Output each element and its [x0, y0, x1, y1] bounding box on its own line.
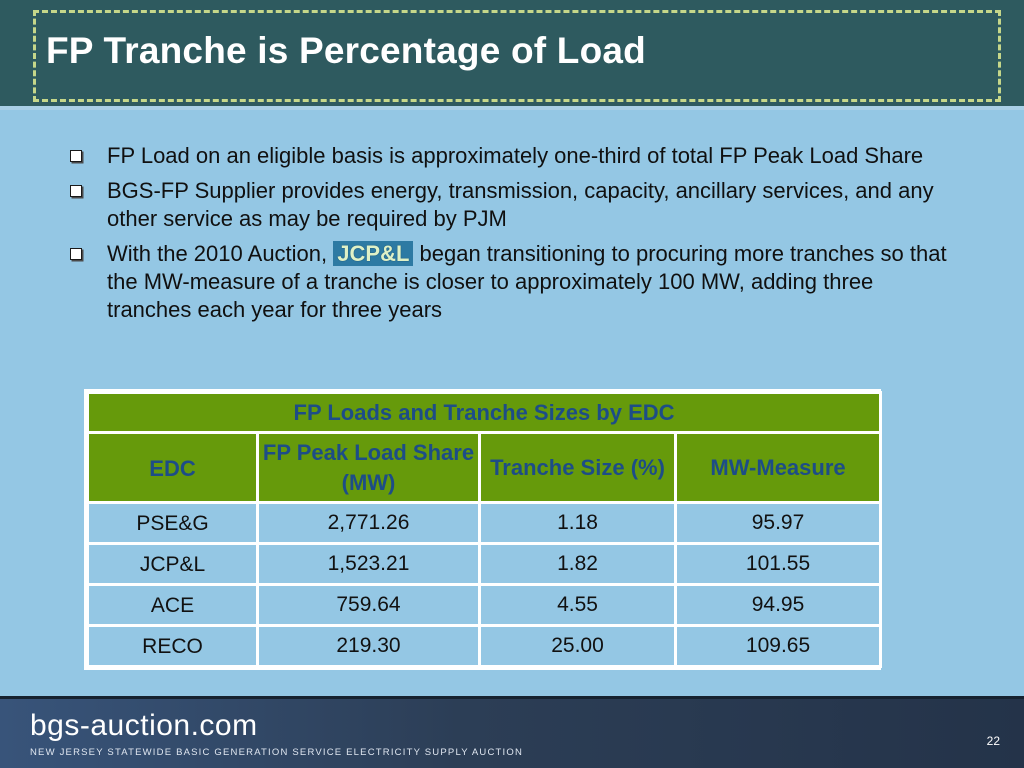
table-cell: RECO [86, 624, 259, 668]
column-header-mw-measure: MW-Measure [673, 431, 883, 504]
title-band: FP Tranche is Percentage of Load [0, 0, 1024, 110]
table-cell: 109.65 [673, 624, 883, 668]
column-header-tranche-size: Tranche Size (%) [478, 431, 677, 504]
bullet-text: BGS-FP Supplier provides energy, transmi… [107, 178, 934, 231]
tranche-table: FP Loads and Tranche Sizes by EDC EDC FP… [84, 389, 883, 670]
table-cell: 1.18 [478, 501, 677, 545]
bullet-item: BGS-FP Supplier provides energy, transmi… [70, 177, 950, 233]
bullet-text-post: began transitioning to procuring more tr… [107, 241, 947, 322]
bullet-text-pre: With the 2010 Auction, [107, 241, 334, 266]
table-row: JCP&L 1,523.21 1.82 101.55 [86, 542, 883, 586]
table-row: ACE 759.64 4.55 94.95 [86, 583, 883, 627]
page-number: 22 [986, 734, 1000, 748]
table-cell: 4.55 [478, 583, 677, 627]
table-row: PSE&G 2,771.26 1.18 95.97 [86, 501, 883, 545]
square-bullet-icon [70, 185, 82, 197]
footer: bgs-auction.com New Jersey Statewide Bas… [0, 696, 1024, 768]
table-cell: ACE [86, 583, 259, 627]
bullet-list: FP Load on an eligible basis is approxim… [70, 142, 950, 331]
table-cell: JCP&L [86, 542, 259, 586]
title-frame [33, 10, 1001, 102]
table-cell: 101.55 [673, 542, 883, 586]
slide-title: FP Tranche is Percentage of Load [46, 30, 646, 71]
brand-logo-text: bgs-auction.com [30, 709, 258, 742]
table-cell: 1,523.21 [256, 542, 481, 586]
table-cell: 95.97 [673, 501, 883, 545]
column-header-edc: EDC [86, 431, 259, 504]
bullet-item: With the 2010 Auction, JCP&L began trans… [70, 240, 950, 324]
footer-tagline: New Jersey Statewide Basic Generation Se… [30, 747, 524, 758]
table-cell: 219.30 [256, 624, 481, 668]
table-cell: 94.95 [673, 583, 883, 627]
square-bullet-icon [70, 248, 82, 260]
bullet-item: FP Load on an eligible basis is approxim… [70, 142, 950, 170]
highlighted-term: JCP&L [333, 241, 414, 266]
column-header-peak-load: FP Peak Load Share (MW) [256, 431, 481, 504]
square-bullet-icon [70, 150, 82, 162]
table-cell: 25.00 [478, 624, 677, 668]
table-cell: 2,771.26 [256, 501, 481, 545]
footer-background [0, 699, 1024, 768]
table-row: RECO 219.30 25.00 109.65 [86, 624, 883, 668]
table-cell: PSE&G [86, 501, 259, 545]
bullet-text: FP Load on an eligible basis is approxim… [107, 143, 924, 168]
table-cell: 759.64 [256, 583, 481, 627]
table-cell: 1.82 [478, 542, 677, 586]
table-title: FP Loads and Tranche Sizes by EDC [85, 391, 883, 434]
